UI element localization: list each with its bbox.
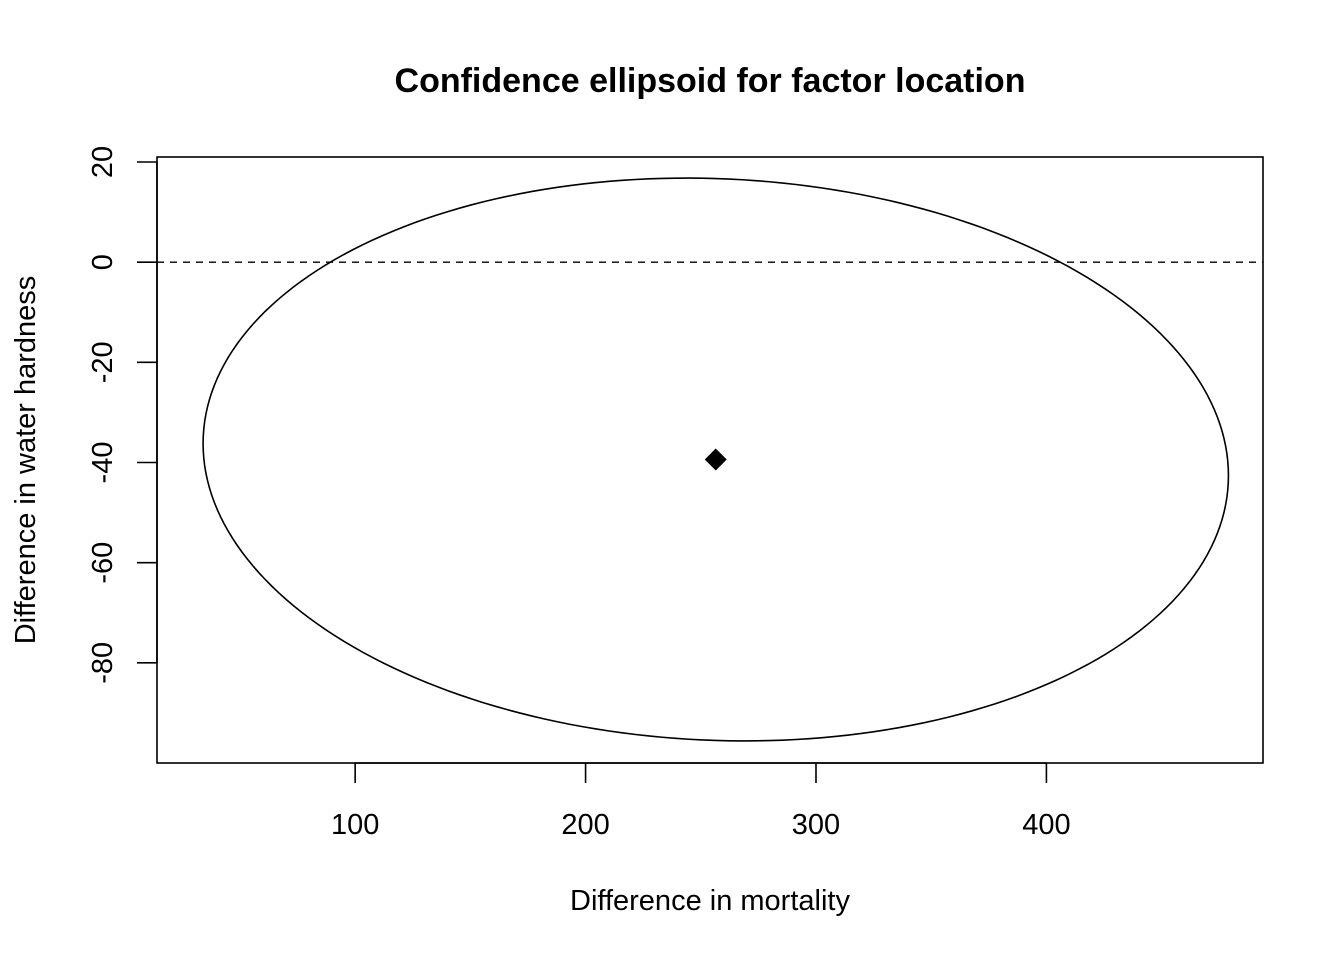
x-tick-label: 200 [561,809,609,841]
y-tick-label: -40 [87,442,119,484]
center-point-marker [704,448,727,471]
x-tick-label: 400 [1022,809,1070,841]
y-tick-label: -80 [87,642,119,684]
y-axis-label: Difference in water hardness [10,276,42,645]
y-axis: 20 0 -20 -40 -60 -80 [87,146,158,684]
y-tick-label: -20 [87,341,119,383]
x-axis-label: Difference in mortality [570,885,850,917]
x-tick-label: 300 [792,809,840,841]
y-tick-label: -60 [87,542,119,584]
x-tick-label: 100 [331,809,379,841]
chart-title: Confidence ellipsoid for factor location [395,62,1026,100]
confidence-ellipse [202,177,1230,742]
plot-area [156,156,1264,764]
y-tick-label: 20 [87,146,119,178]
y-tick-label: 0 [87,254,119,270]
x-axis: 100 200 300 400 [331,762,1071,841]
